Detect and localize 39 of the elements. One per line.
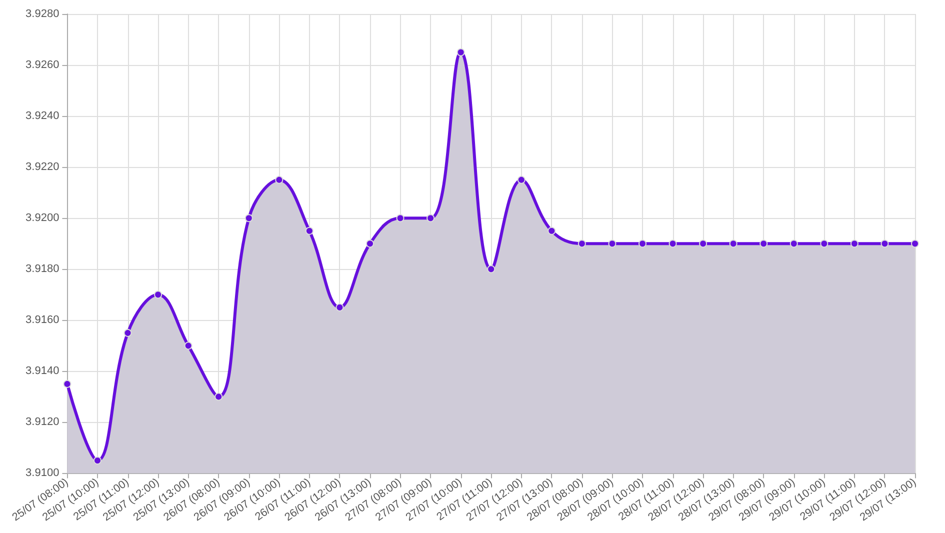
point	[760, 240, 768, 248]
y-tick-label: 3.9280	[26, 8, 60, 20]
point	[548, 226, 556, 235]
point	[184, 342, 192, 350]
point	[911, 240, 919, 248]
point	[275, 176, 284, 184]
point	[820, 240, 828, 248]
point	[578, 240, 586, 248]
y-tick-label: 3.9220	[26, 161, 60, 174]
point	[699, 240, 708, 248]
point	[244, 214, 253, 222]
point	[366, 240, 374, 248]
point	[396, 214, 404, 222]
point	[608, 240, 616, 248]
y-tick-label: 3.9100	[26, 467, 60, 480]
y-tick-label: 3.9200	[26, 212, 60, 224]
y-tick-label: 3.9180	[26, 263, 60, 276]
point	[850, 240, 858, 248]
point	[729, 240, 738, 248]
point	[456, 48, 465, 56]
point	[63, 380, 72, 388]
point	[305, 226, 314, 235]
point	[94, 456, 102, 464]
point	[517, 176, 526, 184]
point	[124, 328, 132, 337]
point	[668, 240, 677, 248]
point	[487, 265, 496, 274]
point	[214, 392, 223, 401]
y-tick-label: 3.9120	[26, 416, 60, 428]
point	[336, 303, 344, 312]
point	[638, 240, 646, 248]
point	[790, 240, 798, 248]
y-tick-label: 3.9240	[26, 110, 60, 122]
point	[426, 214, 435, 222]
y-tick-label: 3.9140	[26, 365, 60, 378]
point	[154, 290, 162, 299]
y-tick-label: 3.9160	[26, 314, 60, 326]
point	[880, 240, 889, 248]
y-tick-label: 3.9260	[26, 59, 60, 72]
